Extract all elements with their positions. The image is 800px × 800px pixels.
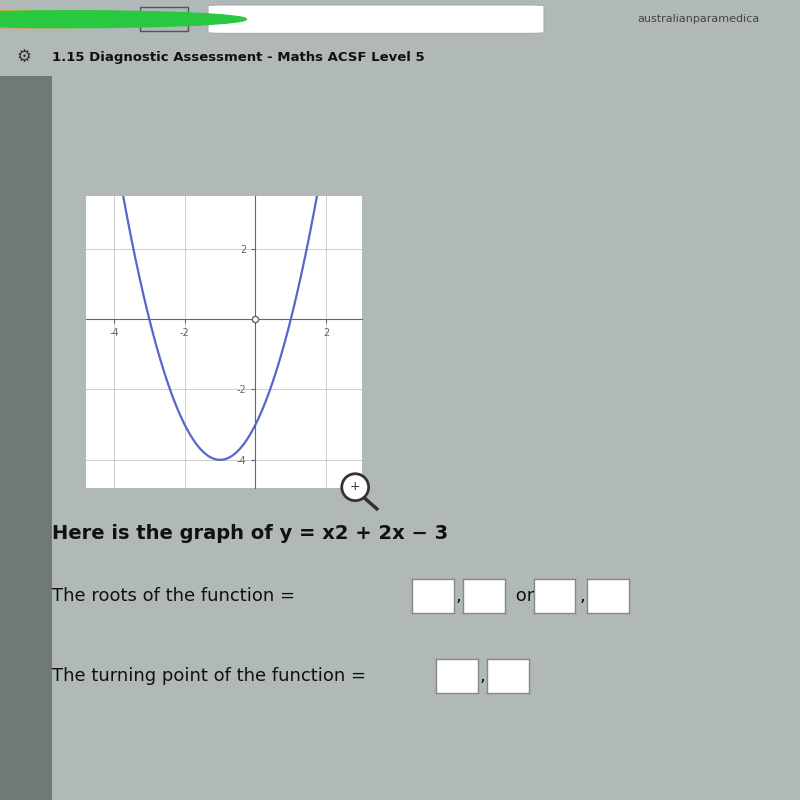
Text: <: <: [98, 12, 110, 26]
Text: ,: ,: [480, 667, 486, 685]
Text: Here is the graph of y = x2 + 2x − 3: Here is the graph of y = x2 + 2x − 3: [52, 524, 448, 543]
Text: ⚙: ⚙: [17, 48, 31, 66]
Text: 1.15 Diagnostic Assessment - Maths ACSF Level 5: 1.15 Diagnostic Assessment - Maths ACSF …: [52, 50, 425, 64]
Circle shape: [0, 10, 202, 28]
Text: +: +: [350, 480, 361, 493]
Text: australianparamedica: australianparamedica: [638, 14, 760, 24]
Text: >: >: [122, 12, 134, 26]
FancyBboxPatch shape: [208, 5, 544, 34]
Text: The turning point of the function =: The turning point of the function =: [52, 667, 372, 685]
Circle shape: [342, 474, 369, 501]
Text: or: or: [510, 587, 539, 605]
Circle shape: [0, 10, 224, 28]
Bar: [0, 76, 52, 800]
Text: ,: ,: [456, 587, 462, 605]
Circle shape: [0, 10, 246, 28]
Text: ,: ,: [580, 587, 586, 605]
Text: The roots of the function =: The roots of the function =: [52, 587, 301, 605]
